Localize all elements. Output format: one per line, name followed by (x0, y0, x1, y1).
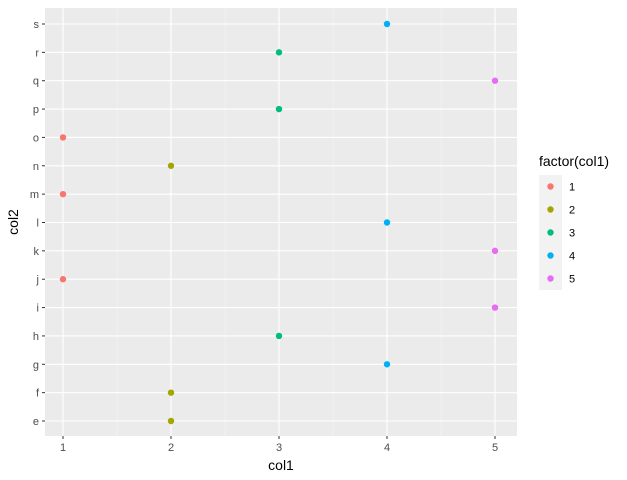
data-point (383, 361, 391, 368)
y-tick-label: k (34, 246, 40, 258)
data-point (59, 134, 67, 141)
legend-label: 4 (569, 251, 575, 263)
y-tick-label: l (37, 218, 39, 230)
y-tick-label: g (33, 359, 39, 371)
y-tick-label: i (37, 303, 39, 315)
data-point (491, 304, 499, 311)
legend-key-point (547, 206, 554, 213)
y-tick-label: q (33, 76, 39, 88)
data-point (59, 190, 67, 198)
legend-title: factor(col1) (539, 153, 609, 169)
x-tick-label: 1 (60, 442, 66, 454)
y-axis-title: col2 (5, 209, 21, 235)
y-tick-label: j (36, 274, 39, 286)
y-tick-label: e (33, 416, 39, 428)
legend-label: 3 (569, 228, 575, 240)
legend-key-point (547, 183, 554, 190)
x-tick-label: 2 (168, 442, 174, 454)
data-point (275, 332, 283, 340)
legend-key-point (547, 252, 554, 259)
legend-key-point (547, 275, 554, 282)
y-tick-label: h (33, 331, 39, 343)
data-point (491, 247, 499, 255)
legend: factor(col1) 1 2 3 4 5 (539, 153, 609, 290)
data-point (59, 276, 67, 283)
y-tick-label: p (33, 104, 39, 116)
legend-label: 5 (569, 274, 575, 286)
legend-label: 1 (569, 182, 575, 194)
data-points (59, 20, 499, 425)
data-point (383, 219, 391, 226)
x-tick-label: 4 (384, 442, 390, 454)
y-tick-label: r (35, 47, 39, 59)
data-point (275, 105, 283, 113)
y-tick-label: n (33, 161, 39, 173)
legend-key-point (547, 229, 554, 236)
y-tick-label: s (34, 19, 40, 31)
data-point (167, 417, 175, 425)
x-tick-label: 3 (276, 442, 282, 454)
data-point (275, 49, 283, 56)
y-axis: e f g h i j k l m n o p q r s (30, 19, 45, 428)
data-point (491, 77, 499, 84)
x-tick-label: 5 (492, 442, 498, 454)
x-axis-title: col1 (268, 457, 294, 473)
y-tick-label: f (36, 388, 40, 400)
data-point (167, 162, 175, 169)
legend-label: 2 (569, 205, 575, 217)
x-axis: 1 2 3 4 5 (60, 436, 498, 454)
data-point (383, 20, 391, 28)
data-point (167, 389, 175, 396)
y-tick-label: o (33, 132, 39, 144)
y-tick-label: m (30, 189, 39, 201)
